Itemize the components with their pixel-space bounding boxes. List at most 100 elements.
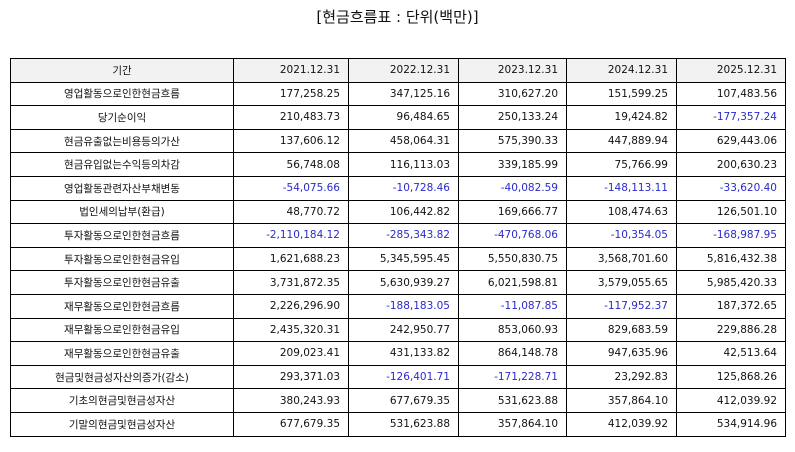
table-cell: -285,343.82 xyxy=(348,223,459,248)
table-cell: 347,125.16 xyxy=(348,81,459,107)
table-cell: -171,228.71 xyxy=(458,364,567,390)
column-header-2023: 2023.12.31 xyxy=(458,58,567,83)
table-cell: 23,292.83 xyxy=(566,364,677,390)
row-label: 재무활동으로인한현금흐름 xyxy=(10,293,234,319)
table-row: 현금유출없는비용등의가산 137,606.12 458,064.31 575,390.… xyxy=(10,128,786,154)
table-cell: 75,766.99 xyxy=(566,152,677,177)
table-cell: 293,371.03 xyxy=(233,364,349,390)
table-cell: -148,113.11 xyxy=(566,175,677,201)
table-cell: 357,864.10 xyxy=(458,411,567,437)
table-row: 현금유입없는수익등의차감 56,748.08 116,113.03 339,185.9… xyxy=(10,152,786,177)
table-cell: 250,133.24 xyxy=(458,105,567,130)
table-cell: 209,023.41 xyxy=(233,341,349,366)
row-label: 법인세의납부(환급) xyxy=(10,199,234,225)
table-cell: 3,579,055.65 xyxy=(566,270,677,295)
row-label: 투자활동으로인한현금유출 xyxy=(10,270,234,295)
table-cell: -40,082.59 xyxy=(458,175,567,201)
table-cell: -2,110,184.12 xyxy=(233,223,349,248)
table-cell: 310,627.20 xyxy=(458,81,567,107)
table-row: 재무활동으로인한현금유출 209,023.41 431,133.82 864,148.… xyxy=(10,341,786,366)
table-cell: 339,185.99 xyxy=(458,152,567,177)
column-header-2024: 2024.12.31 xyxy=(566,58,677,83)
table-cell: 6,021,598.81 xyxy=(458,270,567,295)
row-label: 당기순이익 xyxy=(10,105,234,130)
table-cell: 853,060.93 xyxy=(458,317,567,343)
table-cell: 5,550,830.75 xyxy=(458,246,567,272)
table-cell: 200,630.23 xyxy=(676,152,786,177)
table-cell: 177,258.25 xyxy=(233,81,349,107)
table-cell: 947,635.96 xyxy=(566,341,677,366)
table-cell: 107,483.56 xyxy=(676,81,786,107)
table-cell: 3,731,872.35 xyxy=(233,270,349,295)
column-header-2021: 2021.12.31 xyxy=(233,58,349,83)
table-cell: 412,039.92 xyxy=(676,388,786,413)
table-cell: 864,148.78 xyxy=(458,341,567,366)
row-label: 현금및현금성자산의증가(감소) xyxy=(10,364,234,390)
table-row: 투자활동으로인한현금유입 1,621,688.23 5,345,595.45 5,55… xyxy=(10,246,786,272)
cash-flow-table: 기간 2021.12.31 2022.12.31 2023.12.31 2024… xyxy=(10,58,786,437)
table-row: 재무활동으로인한현금흐름 2,226,296.90 -188,183.05 -11,0… xyxy=(10,293,786,319)
row-label: 기초의현금및현금성자산 xyxy=(10,388,234,413)
column-header-period: 기간 xyxy=(10,58,234,83)
row-label: 영업활동관련자산부채변동 xyxy=(10,175,234,201)
table-row: 기초의현금및현금성자산 380,243.93 677,679.35 531,623.8… xyxy=(10,388,786,413)
table-cell: 357,864.10 xyxy=(566,388,677,413)
table-cell: 677,679.35 xyxy=(348,388,459,413)
row-label: 투자활동으로인한현금흐름 xyxy=(10,223,234,248)
row-label: 영업활동으로인한현금흐름 xyxy=(10,81,234,107)
table-cell: 5,985,420.33 xyxy=(676,270,786,295)
table-cell: -54,075.66 xyxy=(233,175,349,201)
row-label: 현금유입없는수익등의차감 xyxy=(10,152,234,177)
table-cell: 431,133.82 xyxy=(348,341,459,366)
table-cell: 575,390.33 xyxy=(458,128,567,154)
table-row: 현금및현금성자산의증가(감소) 293,371.03 -126,401.71 -171… xyxy=(10,364,786,390)
table-cell: 531,623.88 xyxy=(458,388,567,413)
table-cell: 1,621,688.23 xyxy=(233,246,349,272)
row-label: 기말의현금및현금성자산 xyxy=(10,411,234,437)
table-cell: 534,914.96 xyxy=(676,411,786,437)
table-cell: 210,483.73 xyxy=(233,105,349,130)
table-cell: 229,886.28 xyxy=(676,317,786,343)
table-row: 당기순이익 210,483.73 96,484.65 250,133.24 19,424… xyxy=(10,105,786,130)
table-cell: -10,354.05 xyxy=(566,223,677,248)
table-cell: 48,770.72 xyxy=(233,199,349,225)
table-cell: 412,039.92 xyxy=(566,411,677,437)
table-cell: 829,683.59 xyxy=(566,317,677,343)
column-header-2025: 2025.12.31 xyxy=(676,58,786,83)
table-cell: 137,606.12 xyxy=(233,128,349,154)
table-cell: 677,679.35 xyxy=(233,411,349,437)
table-cell: 116,113.03 xyxy=(348,152,459,177)
table-cell: 151,599.25 xyxy=(566,81,677,107)
table-cell: -177,357.24 xyxy=(676,105,786,130)
table-cell: 169,666.77 xyxy=(458,199,567,225)
table-cell: 5,345,595.45 xyxy=(348,246,459,272)
table-row: 투자활동으로인한현금흐름 -2,110,184.12 -285,343.82 -470… xyxy=(10,223,786,248)
table-cell: 96,484.65 xyxy=(348,105,459,130)
table-cell: 629,443.06 xyxy=(676,128,786,154)
table-row: 기말의현금및현금성자산 677,679.35 531,623.88 357,864.1… xyxy=(10,411,786,437)
table-cell: -126,401.71 xyxy=(348,364,459,390)
header-row: 기간 2021.12.31 2022.12.31 2023.12.31 2024… xyxy=(10,58,786,83)
table-cell: 126,501.10 xyxy=(676,199,786,225)
table-cell: 5,630,939.27 xyxy=(348,270,459,295)
table-cell: 106,442.82 xyxy=(348,199,459,225)
row-label: 재무활동으로인한현금유출 xyxy=(10,341,234,366)
table-row: 재무활동으로인한현금유입 2,435,320.31 242,950.77 853,06… xyxy=(10,317,786,343)
page-title: [현금흐름표 : 단위(백만)] xyxy=(316,8,479,26)
table-cell: 108,474.63 xyxy=(566,199,677,225)
row-label: 투자활동으로인한현금유입 xyxy=(10,246,234,272)
table-row: 영업활동으로인한현금흐름 177,258.25 347,125.16 310,627.… xyxy=(10,81,786,107)
table-cell: 42,513.64 xyxy=(676,341,786,366)
table-cell: 3,568,701.60 xyxy=(566,246,677,272)
table-cell: -117,952.37 xyxy=(566,293,677,319)
table-cell: 5,816,432.38 xyxy=(676,246,786,272)
table-row: 영업활동관련자산부채변동 -54,075.66 -10,728.46 -40,082.… xyxy=(10,175,786,201)
table-cell: -33,620.40 xyxy=(676,175,786,201)
column-header-2022: 2022.12.31 xyxy=(348,58,459,83)
row-label: 현금유출없는비용등의가산 xyxy=(10,128,234,154)
table-row: 투자활동으로인한현금유출 3,731,872.35 5,630,939.27 6,02… xyxy=(10,270,786,295)
table-cell: -168,987.95 xyxy=(676,223,786,248)
table-cell: -10,728.46 xyxy=(348,175,459,201)
table-cell: 447,889.94 xyxy=(566,128,677,154)
table-cell: 242,950.77 xyxy=(348,317,459,343)
